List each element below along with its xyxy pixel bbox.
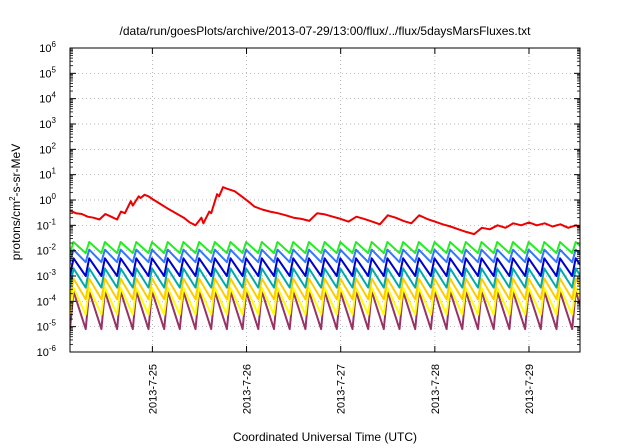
- chart-title: /data/run/goesPlots/archive/2013-07-29/1…: [120, 24, 532, 38]
- y-tick-label: 10-3: [37, 268, 57, 283]
- series-lines: [70, 186, 580, 331]
- y-tick-label: 10-6: [37, 344, 57, 359]
- y-axis-ticks: 10-6 10-5 10-4 10-3 10-2 10-1 100 101 102 103 104 1…: [37, 40, 580, 359]
- series-group: [70, 186, 580, 331]
- x-axis-label: Coordinated Universal Time (UTC): [233, 430, 417, 444]
- y-tick-label: 104: [39, 91, 56, 106]
- y-axis-label-prefix: protons/cm: [9, 201, 23, 260]
- y-tick-label: 100: [39, 192, 56, 207]
- x-tick-label: 2013-7-29: [524, 364, 536, 414]
- y-tick-label: 10-1: [37, 217, 57, 232]
- y-tick-label: 103: [39, 116, 56, 131]
- y-tick-label: 10-4: [37, 293, 57, 308]
- y-tick-label: 10-5: [37, 319, 57, 334]
- y-tick-label: 10-2: [37, 243, 57, 258]
- x-tick-label: 2013-7-26: [242, 364, 254, 414]
- series-line: [70, 186, 580, 236]
- series-line: [70, 248, 580, 264]
- y-tick-label: 105: [39, 65, 56, 80]
- y-axis-label-sup: 2: [8, 196, 17, 201]
- y-tick-label: 101: [39, 167, 56, 182]
- y-tick-label: 106: [39, 40, 56, 55]
- y-axis-label: protons/cm2-s-sr-MeV: [8, 144, 23, 260]
- series-line: [70, 267, 580, 289]
- x-axis-ticks: 2013-7-25 2013-7-26 2013-7-27 2013-7-28 2013…: [147, 48, 536, 414]
- series-line: [70, 257, 580, 277]
- series-line: [70, 241, 580, 255]
- series-line: [70, 286, 580, 316]
- x-tick-label: 2013-7-28: [430, 364, 442, 414]
- x-tick-label: 2013-7-25: [147, 364, 159, 414]
- series-line: [70, 277, 580, 301]
- series-line: [70, 290, 580, 331]
- y-tick-label: 102: [39, 141, 56, 156]
- x-tick-label: 2013-7-27: [336, 364, 348, 414]
- y-axis-label-suffix: -s-sr-MeV: [9, 144, 23, 197]
